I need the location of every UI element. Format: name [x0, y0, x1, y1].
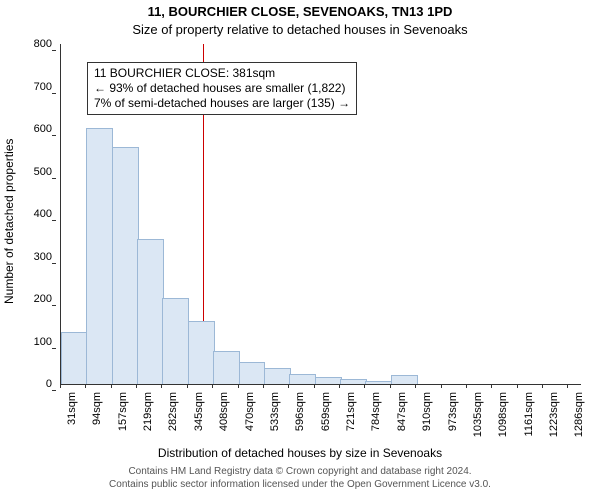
x-tick-mark [238, 384, 239, 388]
x-tick: 470sqm [244, 392, 256, 442]
y-tick: 300 [0, 257, 52, 269]
x-tick: 282sqm [167, 392, 179, 442]
histogram-bar [289, 374, 316, 384]
x-tick: 1286sqm [573, 392, 585, 442]
x-tick-mark [517, 384, 518, 388]
x-tick: 157sqm [117, 392, 129, 442]
attribution-line: Contains public sector information licen… [0, 479, 600, 490]
y-tick: 600 [0, 129, 52, 141]
attribution-line: Contains HM Land Registry data © Crown c… [0, 466, 600, 477]
x-tick-mark [567, 384, 568, 388]
histogram-bar [61, 332, 88, 384]
x-tick-mark [390, 384, 391, 388]
x-tick-mark [288, 384, 289, 388]
annotation-line: 7% of semi-detached houses are larger (1… [94, 96, 350, 111]
x-tick: 1161sqm [523, 392, 535, 442]
plot-area: 11 BOURCHIER CLOSE: 381sqm ← 93% of deta… [60, 44, 581, 385]
x-tick-mark [212, 384, 213, 388]
x-tick-mark [339, 384, 340, 388]
histogram-bar [188, 321, 215, 384]
y-tick: 700 [0, 87, 52, 99]
x-tick: 973sqm [447, 392, 459, 442]
x-tick-mark [466, 384, 467, 388]
annotation-line: 11 BOURCHIER CLOSE: 381sqm [94, 66, 350, 81]
x-tick: 596sqm [294, 392, 306, 442]
x-tick: 847sqm [396, 392, 408, 442]
histogram-bar [112, 147, 139, 384]
x-tick: 1223sqm [548, 392, 560, 442]
histogram-bar [340, 379, 367, 384]
chart-subtitle: Size of property relative to detached ho… [0, 22, 600, 37]
histogram-bar [162, 298, 189, 384]
y-tick: 800 [0, 44, 52, 56]
x-tick-mark [187, 384, 188, 388]
x-tick-mark [364, 384, 365, 388]
x-tick: 659sqm [320, 392, 332, 442]
histogram-bar [365, 381, 392, 384]
x-tick-mark [441, 384, 442, 388]
chart-title: 11, BOURCHIER CLOSE, SEVENOAKS, TN13 1PD [0, 4, 600, 19]
y-tick: 200 [0, 299, 52, 311]
y-tick: 0 [0, 384, 52, 396]
x-tick: 94sqm [91, 392, 103, 442]
x-tick: 1035sqm [472, 392, 484, 442]
histogram-bar [391, 375, 418, 384]
annotation-box: 11 BOURCHIER CLOSE: 381sqm ← 93% of deta… [87, 62, 357, 115]
x-tick: 1098sqm [497, 392, 509, 442]
histogram-bar [239, 362, 266, 384]
x-tick-mark [542, 384, 543, 388]
y-tick: 100 [0, 342, 52, 354]
annotation-line: ← 93% of detached houses are smaller (1,… [94, 81, 350, 96]
histogram-bar [213, 351, 240, 384]
x-tick: 784sqm [370, 392, 382, 442]
x-tick-mark [111, 384, 112, 388]
x-tick-mark [85, 384, 86, 388]
x-tick: 408sqm [218, 392, 230, 442]
x-tick-mark [263, 384, 264, 388]
x-tick: 533sqm [269, 392, 281, 442]
x-tick: 910sqm [421, 392, 433, 442]
x-tick: 721sqm [345, 392, 357, 442]
x-tick-mark [314, 384, 315, 388]
y-tick: 500 [0, 172, 52, 184]
histogram-bar [264, 368, 291, 384]
y-tick: 400 [0, 214, 52, 226]
x-tick: 219sqm [142, 392, 154, 442]
histogram-bar [86, 128, 113, 384]
x-tick-mark [161, 384, 162, 388]
chart-container: { "chart": { "type": "histogram", "title… [0, 0, 600, 500]
histogram-bar [137, 239, 164, 385]
histogram-bar [315, 377, 342, 384]
x-axis-label: Distribution of detached houses by size … [0, 446, 600, 460]
x-tick: 31sqm [66, 392, 78, 442]
x-tick: 345sqm [193, 392, 205, 442]
x-tick-mark [136, 384, 137, 388]
x-tick-mark [415, 384, 416, 388]
x-tick-mark [60, 384, 61, 388]
x-tick-mark [491, 384, 492, 388]
